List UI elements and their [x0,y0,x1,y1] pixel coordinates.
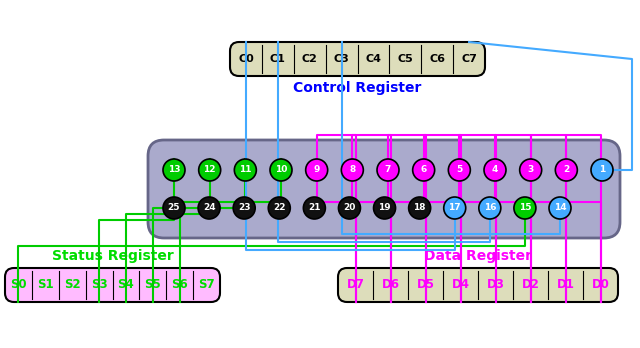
Text: 9: 9 [314,166,320,174]
Circle shape [341,159,364,181]
Circle shape [514,197,536,219]
FancyBboxPatch shape [230,42,485,76]
Text: D7: D7 [347,278,364,292]
Text: 17: 17 [449,204,461,213]
Circle shape [198,197,220,219]
Text: S6: S6 [172,278,188,292]
Text: 25: 25 [168,204,180,213]
Text: C1: C1 [270,54,285,64]
Text: Data Register: Data Register [424,249,532,263]
FancyBboxPatch shape [5,268,220,302]
Text: 15: 15 [518,204,531,213]
Circle shape [556,159,577,181]
Circle shape [268,197,291,219]
Circle shape [306,159,328,181]
Text: 5: 5 [456,166,463,174]
Text: D2: D2 [522,278,540,292]
Text: 19: 19 [378,204,391,213]
Text: D3: D3 [486,278,504,292]
Text: 12: 12 [204,166,216,174]
Circle shape [479,197,501,219]
Text: C0: C0 [238,54,254,64]
Text: 6: 6 [420,166,427,174]
Text: D5: D5 [417,278,435,292]
Text: S4: S4 [118,278,134,292]
Text: D1: D1 [557,278,575,292]
Text: C5: C5 [397,54,413,64]
Circle shape [444,197,466,219]
Text: S7: S7 [198,278,215,292]
Text: 8: 8 [349,166,355,174]
Text: 3: 3 [527,166,534,174]
Circle shape [234,159,257,181]
Text: C3: C3 [333,54,349,64]
Text: C6: C6 [429,54,445,64]
Text: 22: 22 [273,204,285,213]
Circle shape [198,159,221,181]
Circle shape [374,197,396,219]
Text: 14: 14 [554,204,566,213]
FancyBboxPatch shape [148,140,620,238]
Text: Control Register: Control Register [293,81,422,95]
Text: 1: 1 [599,166,605,174]
Text: 11: 11 [239,166,252,174]
Text: 18: 18 [413,204,426,213]
Text: S5: S5 [145,278,161,292]
Text: C4: C4 [365,54,381,64]
Circle shape [484,159,506,181]
Circle shape [520,159,541,181]
Text: 24: 24 [203,204,216,213]
Text: 2: 2 [563,166,570,174]
Text: D4: D4 [451,278,470,292]
Circle shape [377,159,399,181]
Text: S3: S3 [91,278,108,292]
Text: D6: D6 [381,278,399,292]
Text: S1: S1 [37,278,54,292]
Text: S2: S2 [64,278,81,292]
Circle shape [549,197,571,219]
Text: 10: 10 [275,166,287,174]
Text: 21: 21 [308,204,321,213]
Text: 13: 13 [168,166,180,174]
Circle shape [270,159,292,181]
Text: Status Register: Status Register [52,249,173,263]
Circle shape [591,159,613,181]
Circle shape [413,159,435,181]
Text: C7: C7 [461,54,477,64]
Text: 16: 16 [484,204,496,213]
Text: D0: D0 [591,278,609,292]
Circle shape [163,159,185,181]
Circle shape [449,159,470,181]
Circle shape [233,197,255,219]
Circle shape [408,197,431,219]
Text: 4: 4 [492,166,498,174]
Text: 20: 20 [343,204,356,213]
Text: 23: 23 [238,204,250,213]
Text: C2: C2 [301,54,317,64]
Text: 7: 7 [385,166,391,174]
Circle shape [163,197,185,219]
Circle shape [339,197,360,219]
Circle shape [303,197,325,219]
FancyBboxPatch shape [338,268,618,302]
Text: S0: S0 [10,278,27,292]
